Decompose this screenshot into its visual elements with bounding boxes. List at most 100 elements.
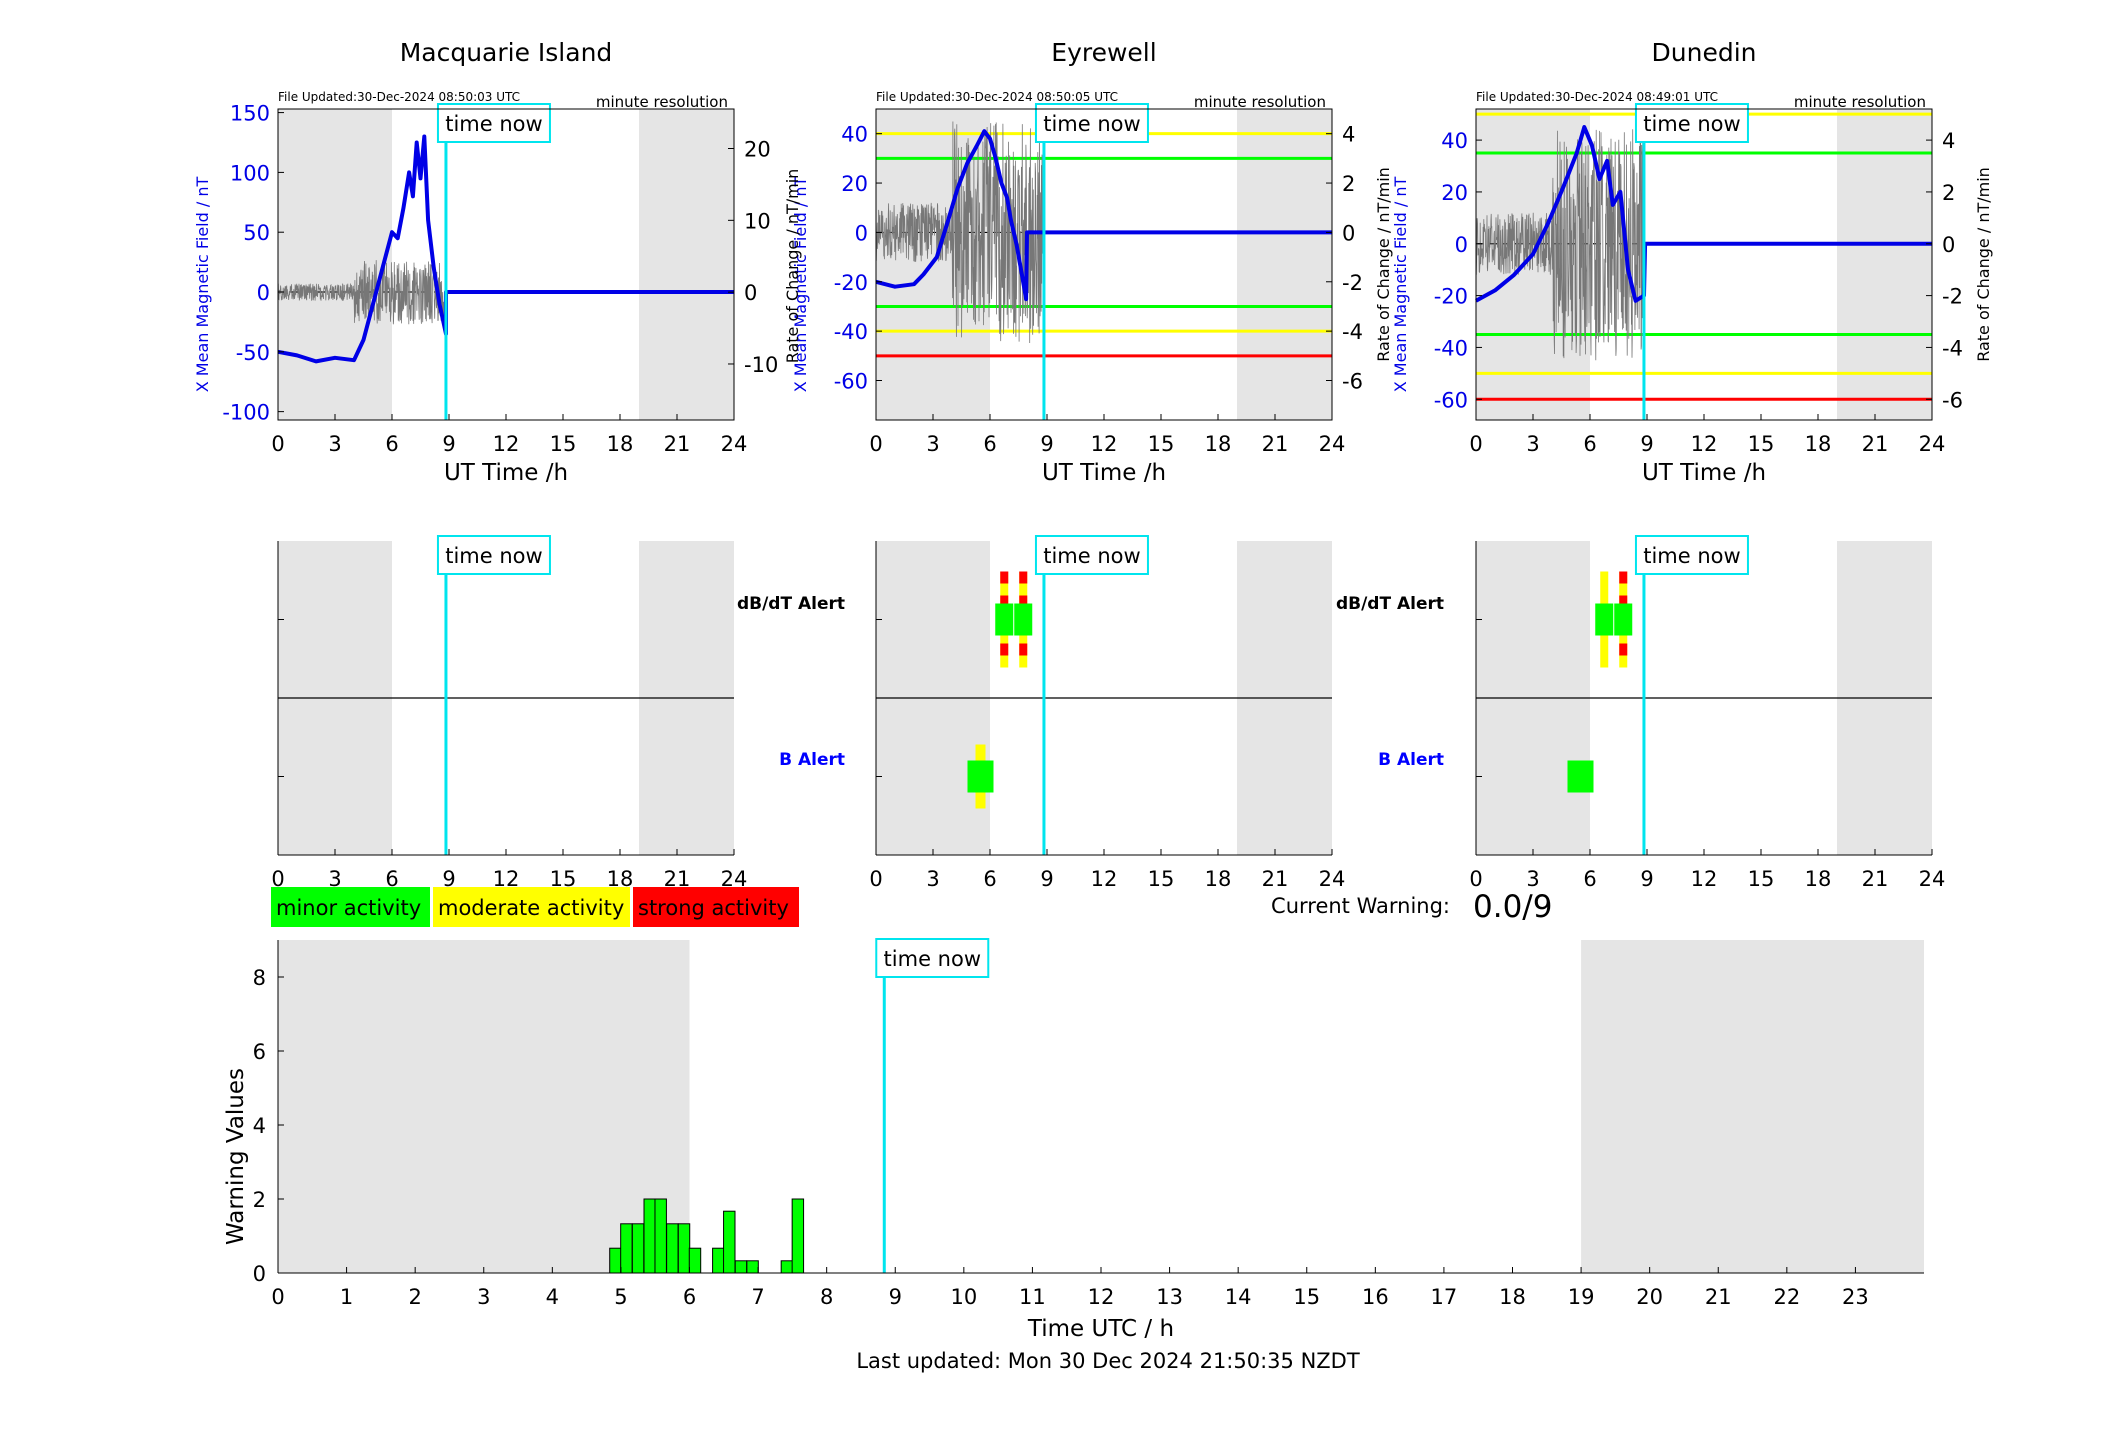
field-trace: [875, 129, 1332, 302]
alert-minor-block: [1614, 603, 1633, 636]
time-now-label: time now: [445, 544, 542, 568]
night-shading: [278, 940, 690, 1273]
alert-strong-segment: [1000, 571, 1009, 584]
time-now-box: [1034, 103, 1149, 143]
x-tick-label: 9: [442, 432, 455, 456]
dbdt-alert-label: dB/dT Alert: [1336, 594, 1444, 614]
activity-legend: minor activity moderate activity strong ac…: [271, 887, 799, 927]
time-now-label: time now: [1643, 544, 1740, 568]
x-tick-label: 0: [271, 1285, 284, 1309]
x-tick-label: 18: [1205, 867, 1232, 891]
current-warning-label: Current Warning:: [1271, 894, 1450, 918]
x-tick-label: 14: [1225, 1285, 1252, 1309]
warning-bar: [631, 1223, 645, 1274]
left-tick-label: 50: [243, 221, 270, 245]
x-tick-label: 3: [328, 867, 341, 891]
x-tick-label: 2: [408, 1285, 421, 1309]
x-tick-label: 13: [1156, 1285, 1183, 1309]
x-tick-label: 24: [1319, 867, 1346, 891]
warning-bar: [677, 1223, 691, 1274]
y-tick-label: 6: [253, 1040, 266, 1064]
left-tick-label: 40: [1441, 129, 1468, 153]
b-alert-label: B Alert: [779, 750, 845, 770]
rate-of-change-trace: [1475, 129, 1645, 361]
alert-strong-segment: [1619, 595, 1628, 608]
x-tick-label: 18: [1205, 432, 1232, 456]
x-tick-label: 24: [1919, 432, 1946, 456]
station-title: Eyrewell: [1051, 38, 1156, 67]
x-tick-label: 9: [1640, 432, 1653, 456]
x-tick-label: 12: [1091, 867, 1118, 891]
right-tick-label: 0: [1942, 233, 1955, 257]
x-tick-label: 10: [950, 1285, 977, 1309]
warning-bar: [734, 1260, 748, 1274]
x-tick-label: 15: [1293, 1285, 1320, 1309]
alert-panel-1: time now 0 3 6 9 12 15 18 21 24: [869, 535, 1346, 891]
time-now-box: [436, 103, 551, 143]
alert-strong-segment: [1000, 595, 1009, 608]
time-now-label: time now: [1643, 112, 1740, 136]
x-tick-label: 9: [1040, 432, 1053, 456]
x-tick-label: 3: [926, 432, 939, 456]
x-tick-label: 15: [1748, 432, 1775, 456]
time-now-label: time now: [445, 112, 542, 136]
x-tick-label: 18: [1499, 1285, 1526, 1309]
x-tick-label: 11: [1019, 1285, 1046, 1309]
x-tick-label: 9: [1640, 867, 1653, 891]
right-tick-label: -10: [744, 353, 778, 377]
x-tick-label: 21: [1262, 432, 1289, 456]
x-tick-label: 12: [493, 432, 520, 456]
x-tick-label: 6: [1583, 867, 1596, 891]
x-tick-label: 8: [820, 1285, 833, 1309]
x-tick-label: 18: [1805, 867, 1832, 891]
x-tick-label: 21: [1262, 867, 1289, 891]
right-tick-label: -6: [1942, 388, 1963, 412]
x-tick-label: 7: [751, 1285, 764, 1309]
x-tick-label: 24: [721, 432, 748, 456]
x-tick-label: 9: [1040, 867, 1053, 891]
x-tick-label: 12: [1088, 1285, 1115, 1309]
time-now-label: time now: [884, 947, 981, 971]
b-alert-label: B Alert: [1378, 750, 1444, 770]
x-tick-label: 24: [1919, 867, 1946, 891]
alert-minor-block: [1014, 603, 1033, 636]
right-tick-label: -4: [1942, 336, 1963, 360]
alert-strong-segment: [1619, 643, 1628, 656]
x-tick-label: 1: [340, 1285, 353, 1309]
legend-label: minor activity: [276, 896, 421, 920]
x-tick-label: 9: [442, 867, 455, 891]
x-tick-label: 0: [271, 432, 284, 456]
left-y-axis-label: X Mean Magnetic Field / nT: [1391, 177, 1410, 393]
x-tick-label: 5: [614, 1285, 627, 1309]
left-tick-label: 0: [257, 281, 270, 305]
x-tick-label: 3: [1526, 432, 1539, 456]
time-now-box: [1634, 535, 1749, 575]
rate-of-change-trace: [277, 260, 447, 325]
right-tick-label: 0: [744, 281, 757, 305]
alert-strong-segment: [1619, 571, 1628, 584]
warning-bar: [723, 1210, 736, 1274]
x-tick-label: 6: [1583, 432, 1596, 456]
x-tick-label: 0: [869, 867, 882, 891]
x-tick-label: 3: [477, 1285, 490, 1309]
x-tick-label: 15: [1148, 432, 1175, 456]
time-now-box: [436, 535, 551, 575]
x-axis-label: Time UTC / h: [1027, 1316, 1174, 1342]
time-now-box: [1034, 535, 1149, 575]
y-tick-label: 0: [253, 1262, 266, 1286]
night-shading: [1237, 109, 1332, 420]
right-tick-label: 0: [1342, 221, 1355, 245]
field-trace: [1475, 125, 1932, 303]
alert-minor-block: [1595, 603, 1614, 636]
rate-of-change-trace: [875, 121, 1045, 344]
time-now-label: time now: [1043, 544, 1140, 568]
x-tick-label: 6: [385, 867, 398, 891]
station-title: Macquarie Island: [400, 38, 613, 67]
right-tick-label: 2: [1342, 172, 1355, 196]
x-tick-label: 3: [926, 867, 939, 891]
alert-minor-block: [1567, 760, 1594, 793]
x-tick-label: 20: [1636, 1285, 1663, 1309]
y-tick-label: 4: [253, 1114, 266, 1138]
alert-row-labels-2: dB/dT Alert B Alert: [1336, 594, 1444, 770]
